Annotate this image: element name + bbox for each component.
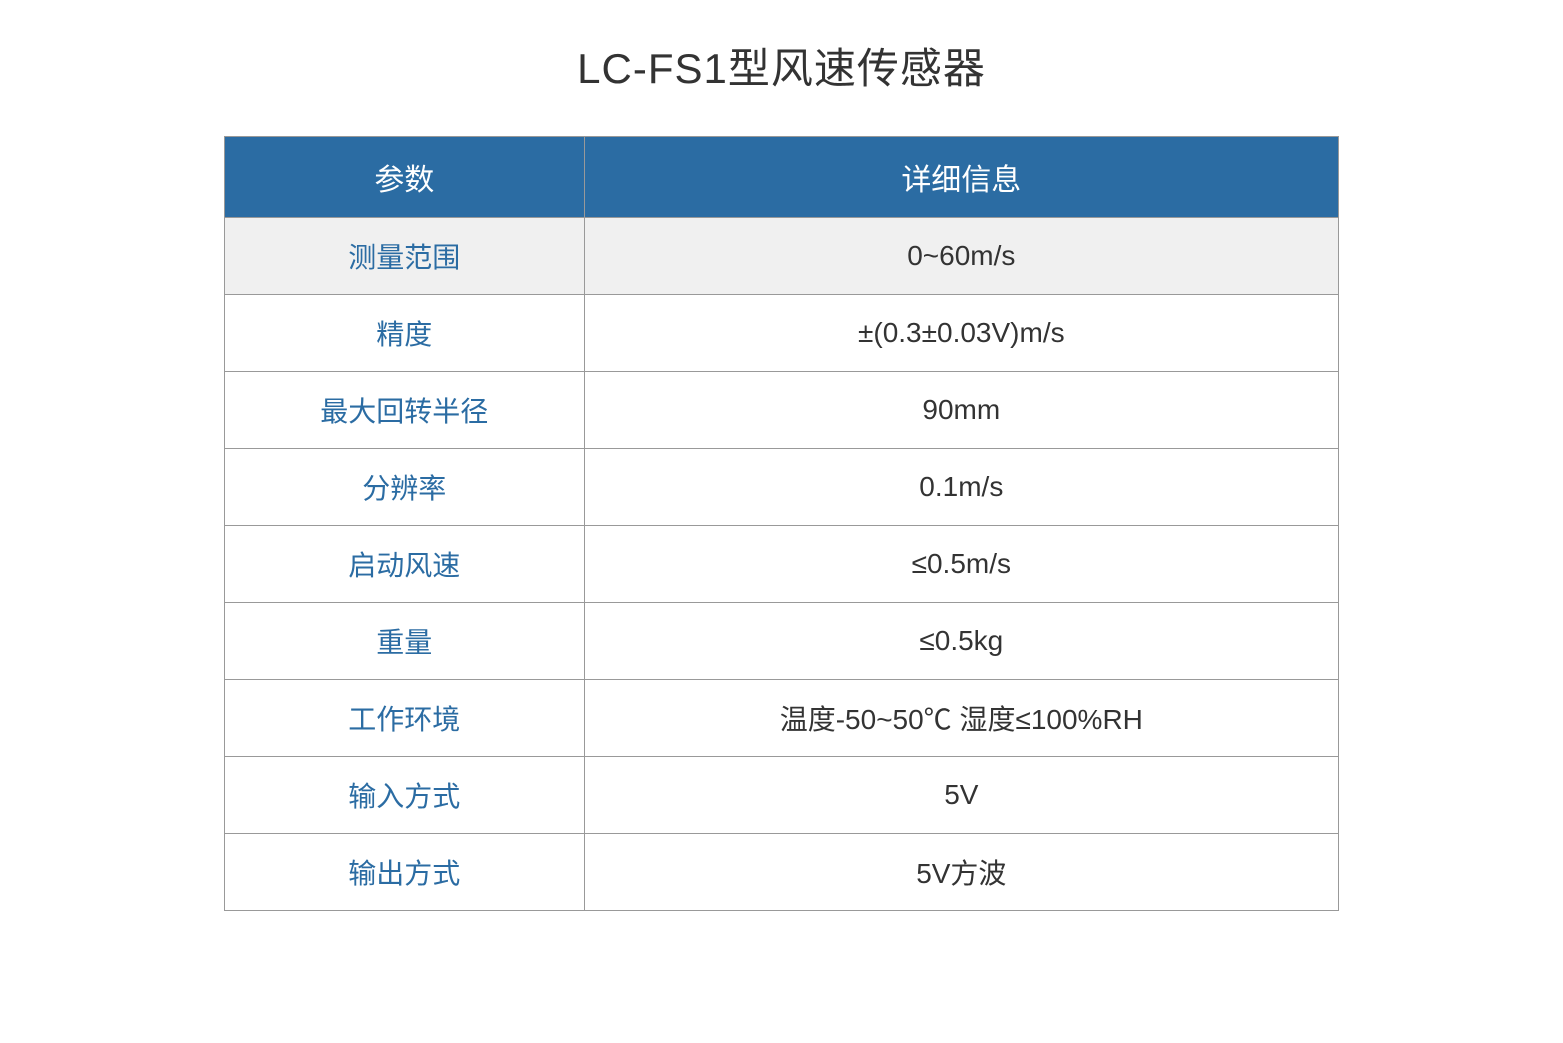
param-value: ≤0.5m/s xyxy=(584,526,1338,603)
table-row: 输出方式 5V方波 xyxy=(225,834,1339,911)
param-value: 5V方波 xyxy=(584,834,1338,911)
param-label: 分辨率 xyxy=(225,449,585,526)
param-label: 最大回转半径 xyxy=(225,372,585,449)
param-label: 精度 xyxy=(225,295,585,372)
spec-table: 参数 详细信息 测量范围 0~60m/s 精度 ±(0.3±0.03V)m/s … xyxy=(224,136,1339,911)
param-value: ≤0.5kg xyxy=(584,603,1338,680)
table-row: 精度 ±(0.3±0.03V)m/s xyxy=(225,295,1339,372)
table-row: 工作环境 温度-50~50℃ 湿度≤100%RH xyxy=(225,680,1339,757)
param-label: 测量范围 xyxy=(225,218,585,295)
table-row: 重量 ≤0.5kg xyxy=(225,603,1339,680)
param-label: 重量 xyxy=(225,603,585,680)
table-row: 最大回转半径 90mm xyxy=(225,372,1339,449)
header-param: 参数 xyxy=(225,137,585,218)
table-row: 启动风速 ≤0.5m/s xyxy=(225,526,1339,603)
param-value: 0.1m/s xyxy=(584,449,1338,526)
param-value: 温度-50~50℃ 湿度≤100%RH xyxy=(584,680,1338,757)
param-value: 0~60m/s xyxy=(584,218,1338,295)
header-detail: 详细信息 xyxy=(584,137,1338,218)
param-label: 工作环境 xyxy=(225,680,585,757)
table-row: 分辨率 0.1m/s xyxy=(225,449,1339,526)
param-value: 5V xyxy=(584,757,1338,834)
param-label: 输入方式 xyxy=(225,757,585,834)
table-header-row: 参数 详细信息 xyxy=(225,137,1339,218)
table-row: 测量范围 0~60m/s xyxy=(225,218,1339,295)
param-label: 输出方式 xyxy=(225,834,585,911)
param-value: 90mm xyxy=(584,372,1338,449)
param-label: 启动风速 xyxy=(225,526,585,603)
table-row: 输入方式 5V xyxy=(225,757,1339,834)
page-title: LC-FS1型风速传感器 xyxy=(577,35,986,96)
param-value: ±(0.3±0.03V)m/s xyxy=(584,295,1338,372)
